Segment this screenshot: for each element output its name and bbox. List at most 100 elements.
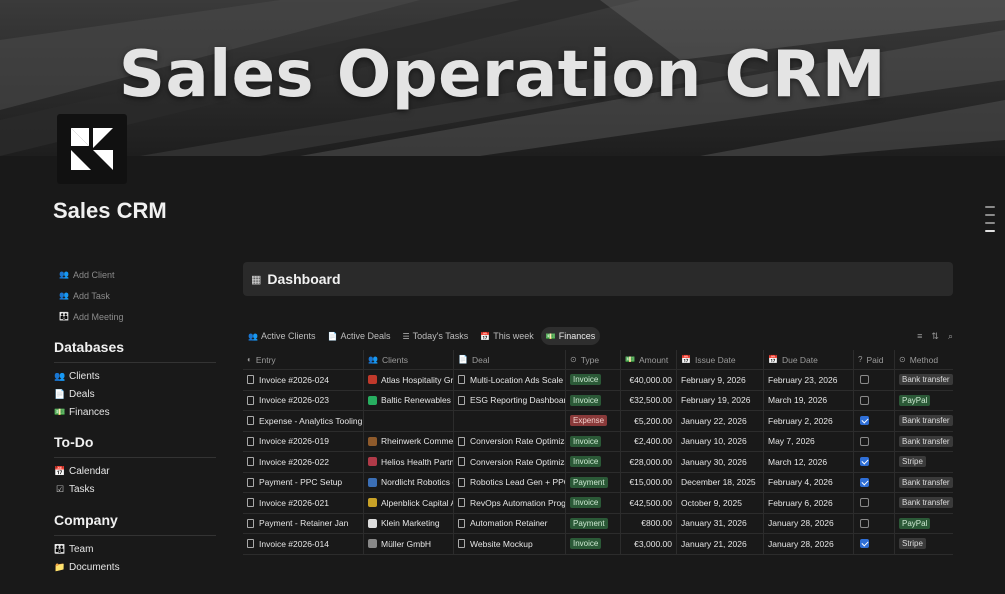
type-cell[interactable]: Invoice bbox=[566, 370, 621, 390]
method-cell[interactable]: PayPal bbox=[895, 514, 953, 534]
table-row[interactable]: Invoice #2026-014 Müller GmbH Website Mo… bbox=[243, 534, 953, 555]
type-cell[interactable]: Invoice bbox=[566, 452, 621, 472]
entry-cell[interactable]: Invoice #2026-014 bbox=[243, 534, 364, 554]
type-cell[interactable]: Invoice bbox=[566, 534, 621, 554]
column-header-clients[interactable]: 👥 Clients bbox=[364, 350, 454, 369]
issue-date-cell[interactable]: January 30, 2026 bbox=[677, 452, 764, 472]
paid-checkbox[interactable] bbox=[860, 416, 869, 426]
table-row[interactable]: Invoice #2026-019 Rheinwerk Commer Conve… bbox=[243, 431, 953, 452]
method-cell[interactable]: PayPal bbox=[895, 391, 953, 411]
deal-cell[interactable]: Conversion Rate Optimiza bbox=[454, 452, 566, 472]
method-cell[interactable]: Stripe bbox=[895, 534, 953, 554]
deal-cell[interactable]: ESG Reporting Dashboard bbox=[454, 390, 566, 410]
paid-checkbox[interactable] bbox=[860, 518, 869, 528]
client-cell[interactable]: Helios Health Partn bbox=[364, 452, 454, 472]
column-header-entry[interactable]: ◐ Entry bbox=[243, 350, 364, 369]
column-header-paid[interactable]: ? Paid bbox=[854, 350, 895, 369]
nav-team[interactable]: 👪 Team bbox=[54, 540, 216, 558]
add-client-button[interactable]: 👥 Add Client bbox=[58, 264, 124, 285]
nav-deals[interactable]: 📄 Deals bbox=[54, 385, 216, 403]
tab-active-deals[interactable]: 📄 Active Deals bbox=[323, 327, 396, 345]
due-date-cell[interactable]: February 23, 2026 bbox=[764, 370, 854, 390]
issue-date-cell[interactable]: January 22, 2026 bbox=[677, 411, 764, 431]
due-date-cell[interactable]: February 4, 2026 bbox=[764, 472, 854, 492]
nav-documents[interactable]: 📁 Documents bbox=[54, 558, 216, 576]
tab-finances[interactable]: 💵 Finances bbox=[540, 327, 601, 345]
amount-cell[interactable]: €42,500.00 bbox=[621, 493, 677, 513]
due-date-cell[interactable]: February 6, 2026 bbox=[764, 493, 854, 513]
search-icon[interactable]: ⌕ bbox=[947, 330, 953, 341]
issue-date-cell[interactable]: January 31, 2026 bbox=[677, 513, 764, 533]
deal-cell[interactable]: Multi-Location Ads Scale bbox=[454, 370, 566, 390]
table-row[interactable]: Invoice #2026-023 Baltic Renewables ( ES… bbox=[243, 390, 953, 411]
paid-checkbox[interactable] bbox=[860, 457, 869, 467]
amount-cell[interactable]: €800.00 bbox=[621, 513, 677, 533]
issue-date-cell[interactable]: December 18, 2025 bbox=[677, 472, 764, 492]
table-of-contents-indicator[interactable] bbox=[985, 206, 995, 238]
column-header-due-date[interactable]: 📅 Due Date bbox=[764, 350, 854, 369]
entry-cell[interactable]: Expense - Analytics Tooling bbox=[243, 411, 364, 431]
add-meeting-button[interactable]: 👪 Add Meeting bbox=[58, 306, 124, 327]
issue-date-cell[interactable]: October 9, 2025 bbox=[677, 493, 764, 513]
client-cell[interactable]: Nordlicht Robotics ( bbox=[364, 472, 454, 492]
table-row[interactable]: Payment - PPC Setup Nordlicht Robotics (… bbox=[243, 472, 953, 493]
entry-cell[interactable]: Payment - PPC Setup bbox=[243, 472, 364, 492]
amount-cell[interactable]: €5,200.00 bbox=[621, 411, 677, 431]
paid-checkbox[interactable] bbox=[860, 477, 869, 487]
amount-cell[interactable]: €32,500.00 bbox=[621, 390, 677, 410]
deal-cell[interactable]: Website Mockup bbox=[454, 534, 566, 554]
type-cell[interactable]: Expense bbox=[566, 411, 621, 431]
amount-cell[interactable]: €2,400.00 bbox=[621, 431, 677, 451]
client-cell[interactable]: Müller GmbH bbox=[364, 534, 454, 554]
method-cell[interactable]: Bank transfer bbox=[895, 473, 953, 493]
issue-date-cell[interactable]: February 9, 2026 bbox=[677, 370, 764, 390]
method-cell[interactable]: Bank transfer bbox=[895, 370, 953, 390]
column-header-amount[interactable]: 💵 Amount bbox=[621, 350, 677, 369]
tab-this-week[interactable]: 📅 This week bbox=[475, 327, 538, 345]
due-date-cell[interactable]: February 2, 2026 bbox=[764, 411, 854, 431]
client-cell[interactable]: Alpenblick Capital A bbox=[364, 493, 454, 513]
client-cell[interactable]: Rheinwerk Commer bbox=[364, 431, 454, 451]
due-date-cell[interactable]: March 19, 2026 bbox=[764, 390, 854, 410]
entry-cell[interactable]: Invoice #2026-023 bbox=[243, 390, 364, 410]
paid-checkbox[interactable] bbox=[860, 498, 869, 508]
table-row[interactable]: Expense - Analytics Tooling Expense €5,2… bbox=[243, 411, 953, 432]
method-cell[interactable]: Bank transfer bbox=[895, 411, 953, 431]
table-row[interactable]: Invoice #2026-022 Helios Health Partn Co… bbox=[243, 452, 953, 473]
client-cell[interactable]: Atlas Hospitality Gr bbox=[364, 370, 454, 390]
type-cell[interactable]: Payment bbox=[566, 513, 621, 533]
paid-checkbox[interactable] bbox=[860, 436, 869, 446]
type-cell[interactable]: Invoice bbox=[566, 390, 621, 410]
paid-checkbox[interactable] bbox=[860, 395, 869, 405]
amount-cell[interactable]: €3,000.00 bbox=[621, 534, 677, 554]
nav-tasks[interactable]: ☑ Tasks bbox=[54, 480, 216, 498]
paid-checkbox[interactable] bbox=[860, 539, 869, 549]
type-cell[interactable]: Invoice bbox=[566, 431, 621, 451]
column-header-type[interactable]: ⊙ Type bbox=[566, 350, 621, 369]
method-cell[interactable]: Bank transfer bbox=[895, 493, 953, 513]
add-task-button[interactable]: 👥 Add Task bbox=[58, 285, 124, 306]
issue-date-cell[interactable]: February 19, 2026 bbox=[677, 390, 764, 410]
issue-date-cell[interactable]: January 21, 2026 bbox=[677, 534, 764, 554]
entry-cell[interactable]: Invoice #2026-021 bbox=[243, 493, 364, 513]
column-header-issue-date[interactable]: 📅 Issue Date bbox=[677, 350, 764, 369]
amount-cell[interactable]: €28,000.00 bbox=[621, 452, 677, 472]
due-date-cell[interactable]: May 7, 2026 bbox=[764, 431, 854, 451]
method-cell[interactable]: Bank transfer bbox=[895, 432, 953, 452]
nav-finances[interactable]: 💵 Finances bbox=[54, 403, 216, 421]
due-date-cell[interactable]: January 28, 2026 bbox=[764, 534, 854, 554]
deal-cell[interactable]: Conversion Rate Optimiza bbox=[454, 431, 566, 451]
sort-icon[interactable]: ⇅ bbox=[931, 330, 939, 341]
method-cell[interactable]: Stripe bbox=[895, 452, 953, 472]
page-icon[interactable] bbox=[57, 114, 127, 184]
column-header-method[interactable]: ⊙ Method bbox=[895, 350, 953, 369]
nav-calendar[interactable]: 📅 Calendar bbox=[54, 462, 216, 480]
table-row[interactable]: Invoice #2026-021 Alpenblick Capital A R… bbox=[243, 493, 953, 514]
entry-cell[interactable]: Payment - Retainer Jan bbox=[243, 513, 364, 533]
deal-cell[interactable]: RevOps Automation Progr bbox=[454, 493, 566, 513]
type-cell[interactable]: Payment bbox=[566, 472, 621, 492]
column-header-deal[interactable]: 📄 Deal bbox=[454, 350, 566, 369]
entry-cell[interactable]: Invoice #2026-022 bbox=[243, 452, 364, 472]
deal-cell[interactable] bbox=[454, 411, 566, 431]
client-cell[interactable]: Baltic Renewables ( bbox=[364, 390, 454, 410]
